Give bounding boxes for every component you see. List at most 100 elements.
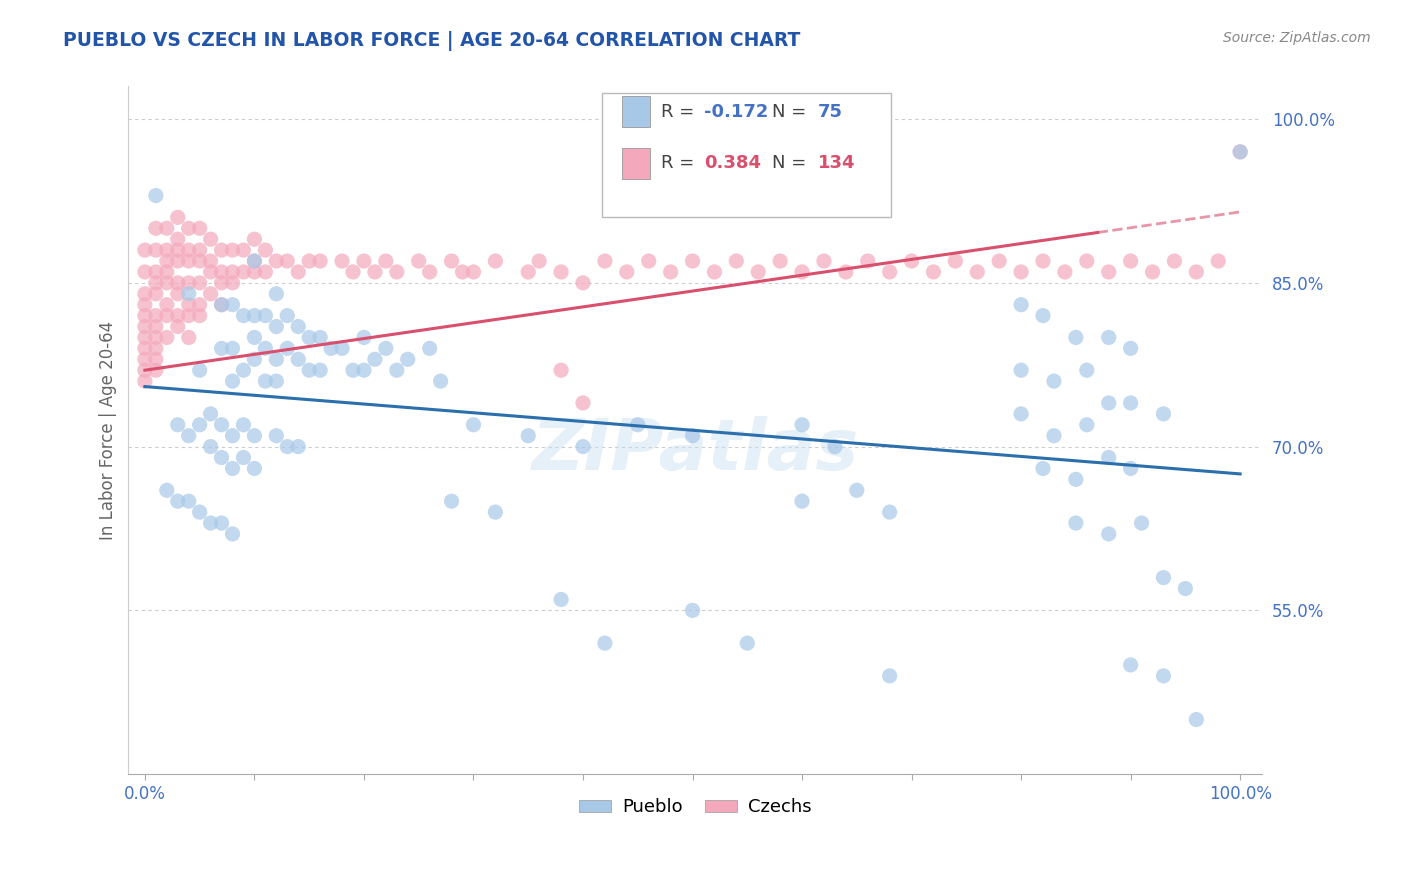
Point: [298, 254, 321, 268]
Point: [550, 592, 572, 607]
Point: [353, 363, 375, 377]
Point: [1010, 407, 1032, 421]
Point: [682, 603, 704, 617]
Point: [440, 494, 463, 508]
Point: [550, 265, 572, 279]
Point: [145, 309, 167, 323]
Text: N =: N =: [772, 154, 813, 172]
Point: [156, 483, 179, 498]
Point: [429, 374, 451, 388]
FancyBboxPatch shape: [621, 148, 650, 179]
Text: 134: 134: [818, 154, 855, 172]
Point: [856, 254, 879, 268]
Point: [1032, 461, 1054, 475]
Point: [309, 254, 332, 268]
Point: [166, 254, 188, 268]
Point: [200, 232, 222, 246]
Point: [254, 243, 277, 257]
Point: [966, 265, 988, 279]
Point: [1119, 461, 1142, 475]
Point: [232, 363, 254, 377]
Point: [637, 254, 659, 268]
Point: [484, 505, 506, 519]
Point: [166, 417, 188, 432]
Point: [145, 243, 167, 257]
Point: [572, 276, 595, 290]
Point: [166, 211, 188, 225]
Point: [254, 374, 277, 388]
Text: -0.172: -0.172: [704, 103, 769, 120]
Point: [1076, 363, 1098, 377]
Point: [287, 319, 309, 334]
Point: [364, 352, 387, 367]
Text: 0.384: 0.384: [704, 154, 761, 172]
Point: [616, 265, 638, 279]
Point: [232, 309, 254, 323]
Point: [232, 243, 254, 257]
Point: [682, 428, 704, 442]
Point: [200, 440, 222, 454]
Point: [177, 298, 200, 312]
Point: [266, 428, 288, 442]
Point: [134, 265, 156, 279]
Point: [1174, 582, 1197, 596]
Point: [200, 286, 222, 301]
Point: [1032, 254, 1054, 268]
Point: [1064, 516, 1087, 530]
Point: [1153, 407, 1175, 421]
Point: [988, 254, 1011, 268]
Point: [276, 342, 298, 356]
Point: [177, 254, 200, 268]
Point: [221, 527, 243, 541]
Point: [243, 330, 266, 344]
Point: [266, 319, 288, 334]
Point: [188, 309, 211, 323]
Point: [1076, 417, 1098, 432]
Point: [134, 363, 156, 377]
Point: [451, 265, 474, 279]
Point: [134, 243, 156, 257]
Point: [134, 374, 156, 388]
Text: Source: ZipAtlas.com: Source: ZipAtlas.com: [1223, 31, 1371, 45]
Point: [747, 265, 769, 279]
Point: [166, 276, 188, 290]
Point: [385, 265, 408, 279]
Point: [879, 669, 901, 683]
Point: [1098, 330, 1121, 344]
Point: [309, 330, 332, 344]
Point: [1153, 669, 1175, 683]
Point: [156, 298, 179, 312]
Point: [134, 342, 156, 356]
Point: [1206, 254, 1229, 268]
Point: [134, 309, 156, 323]
Point: [1032, 309, 1054, 323]
Point: [769, 254, 792, 268]
Point: [145, 363, 167, 377]
Point: [166, 232, 188, 246]
Point: [330, 254, 353, 268]
Point: [682, 254, 704, 268]
Point: [1098, 527, 1121, 541]
Point: [177, 330, 200, 344]
Point: [900, 254, 922, 268]
Point: [572, 440, 595, 454]
Point: [200, 516, 222, 530]
Point: [1043, 374, 1066, 388]
Point: [177, 286, 200, 301]
Point: [145, 330, 167, 344]
Point: [440, 254, 463, 268]
Point: [276, 309, 298, 323]
Point: [1185, 713, 1208, 727]
Point: [211, 298, 233, 312]
Point: [211, 243, 233, 257]
Point: [134, 286, 156, 301]
Text: R =: R =: [661, 154, 700, 172]
Point: [156, 265, 179, 279]
Point: [790, 417, 813, 432]
Point: [254, 309, 277, 323]
Point: [166, 494, 188, 508]
Point: [298, 330, 321, 344]
Point: [364, 265, 387, 279]
Point: [188, 417, 211, 432]
Text: R =: R =: [661, 103, 700, 120]
